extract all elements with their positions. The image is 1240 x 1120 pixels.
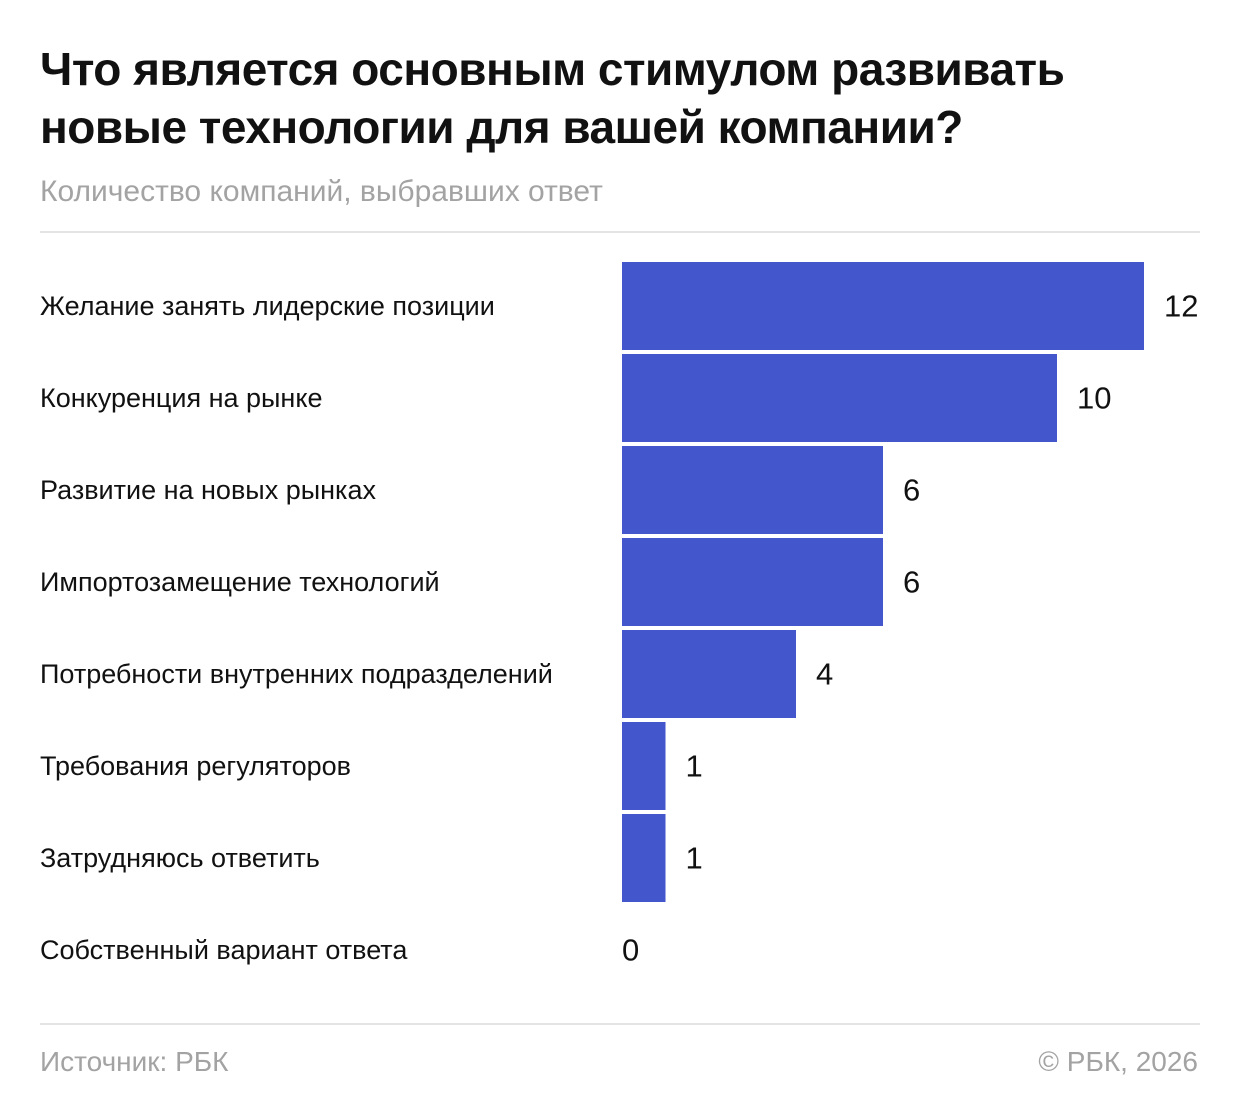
- category-label: Потребности внутренних подразделений: [40, 659, 553, 689]
- bar-value-label: 6: [903, 473, 920, 508]
- bar: [622, 630, 796, 718]
- bar-value-label: 10: [1077, 381, 1111, 416]
- bar-value-label: 4: [816, 657, 833, 692]
- category-label: Импортозамещение технологий: [40, 567, 440, 597]
- category-label: Желание занять лидерские позиции: [40, 291, 495, 321]
- bar-value-label: 0: [622, 933, 639, 968]
- bar-value-label: 6: [903, 565, 920, 600]
- top-divider: [40, 231, 1200, 233]
- bar-value-label: 12: [1164, 289, 1198, 324]
- bar-value-label: 1: [686, 749, 703, 784]
- copyright-label: © РБК, 2026: [1038, 1046, 1198, 1077]
- bar: [622, 722, 666, 810]
- category-label: Конкуренция на рынке: [40, 383, 322, 413]
- bar: [622, 538, 883, 626]
- category-label: Собственный вариант ответа: [40, 935, 408, 965]
- category-label: Развитие на новых рынках: [40, 475, 376, 505]
- bar: [622, 814, 666, 902]
- bar: [622, 446, 883, 534]
- source-label: Источник: РБК: [40, 1046, 229, 1077]
- bar-value-label: 1: [686, 841, 703, 876]
- category-label: Затрудняюсь ответить: [40, 843, 320, 873]
- chart-title: Что является основным стимулом развивать…: [40, 43, 1065, 153]
- bottom-divider: [40, 1023, 1200, 1025]
- category-label: Требования регуляторов: [40, 751, 351, 781]
- bar: [622, 262, 1144, 350]
- chart-subtitle: Количество компаний, выбравших ответ: [40, 175, 603, 208]
- bar: [622, 354, 1057, 442]
